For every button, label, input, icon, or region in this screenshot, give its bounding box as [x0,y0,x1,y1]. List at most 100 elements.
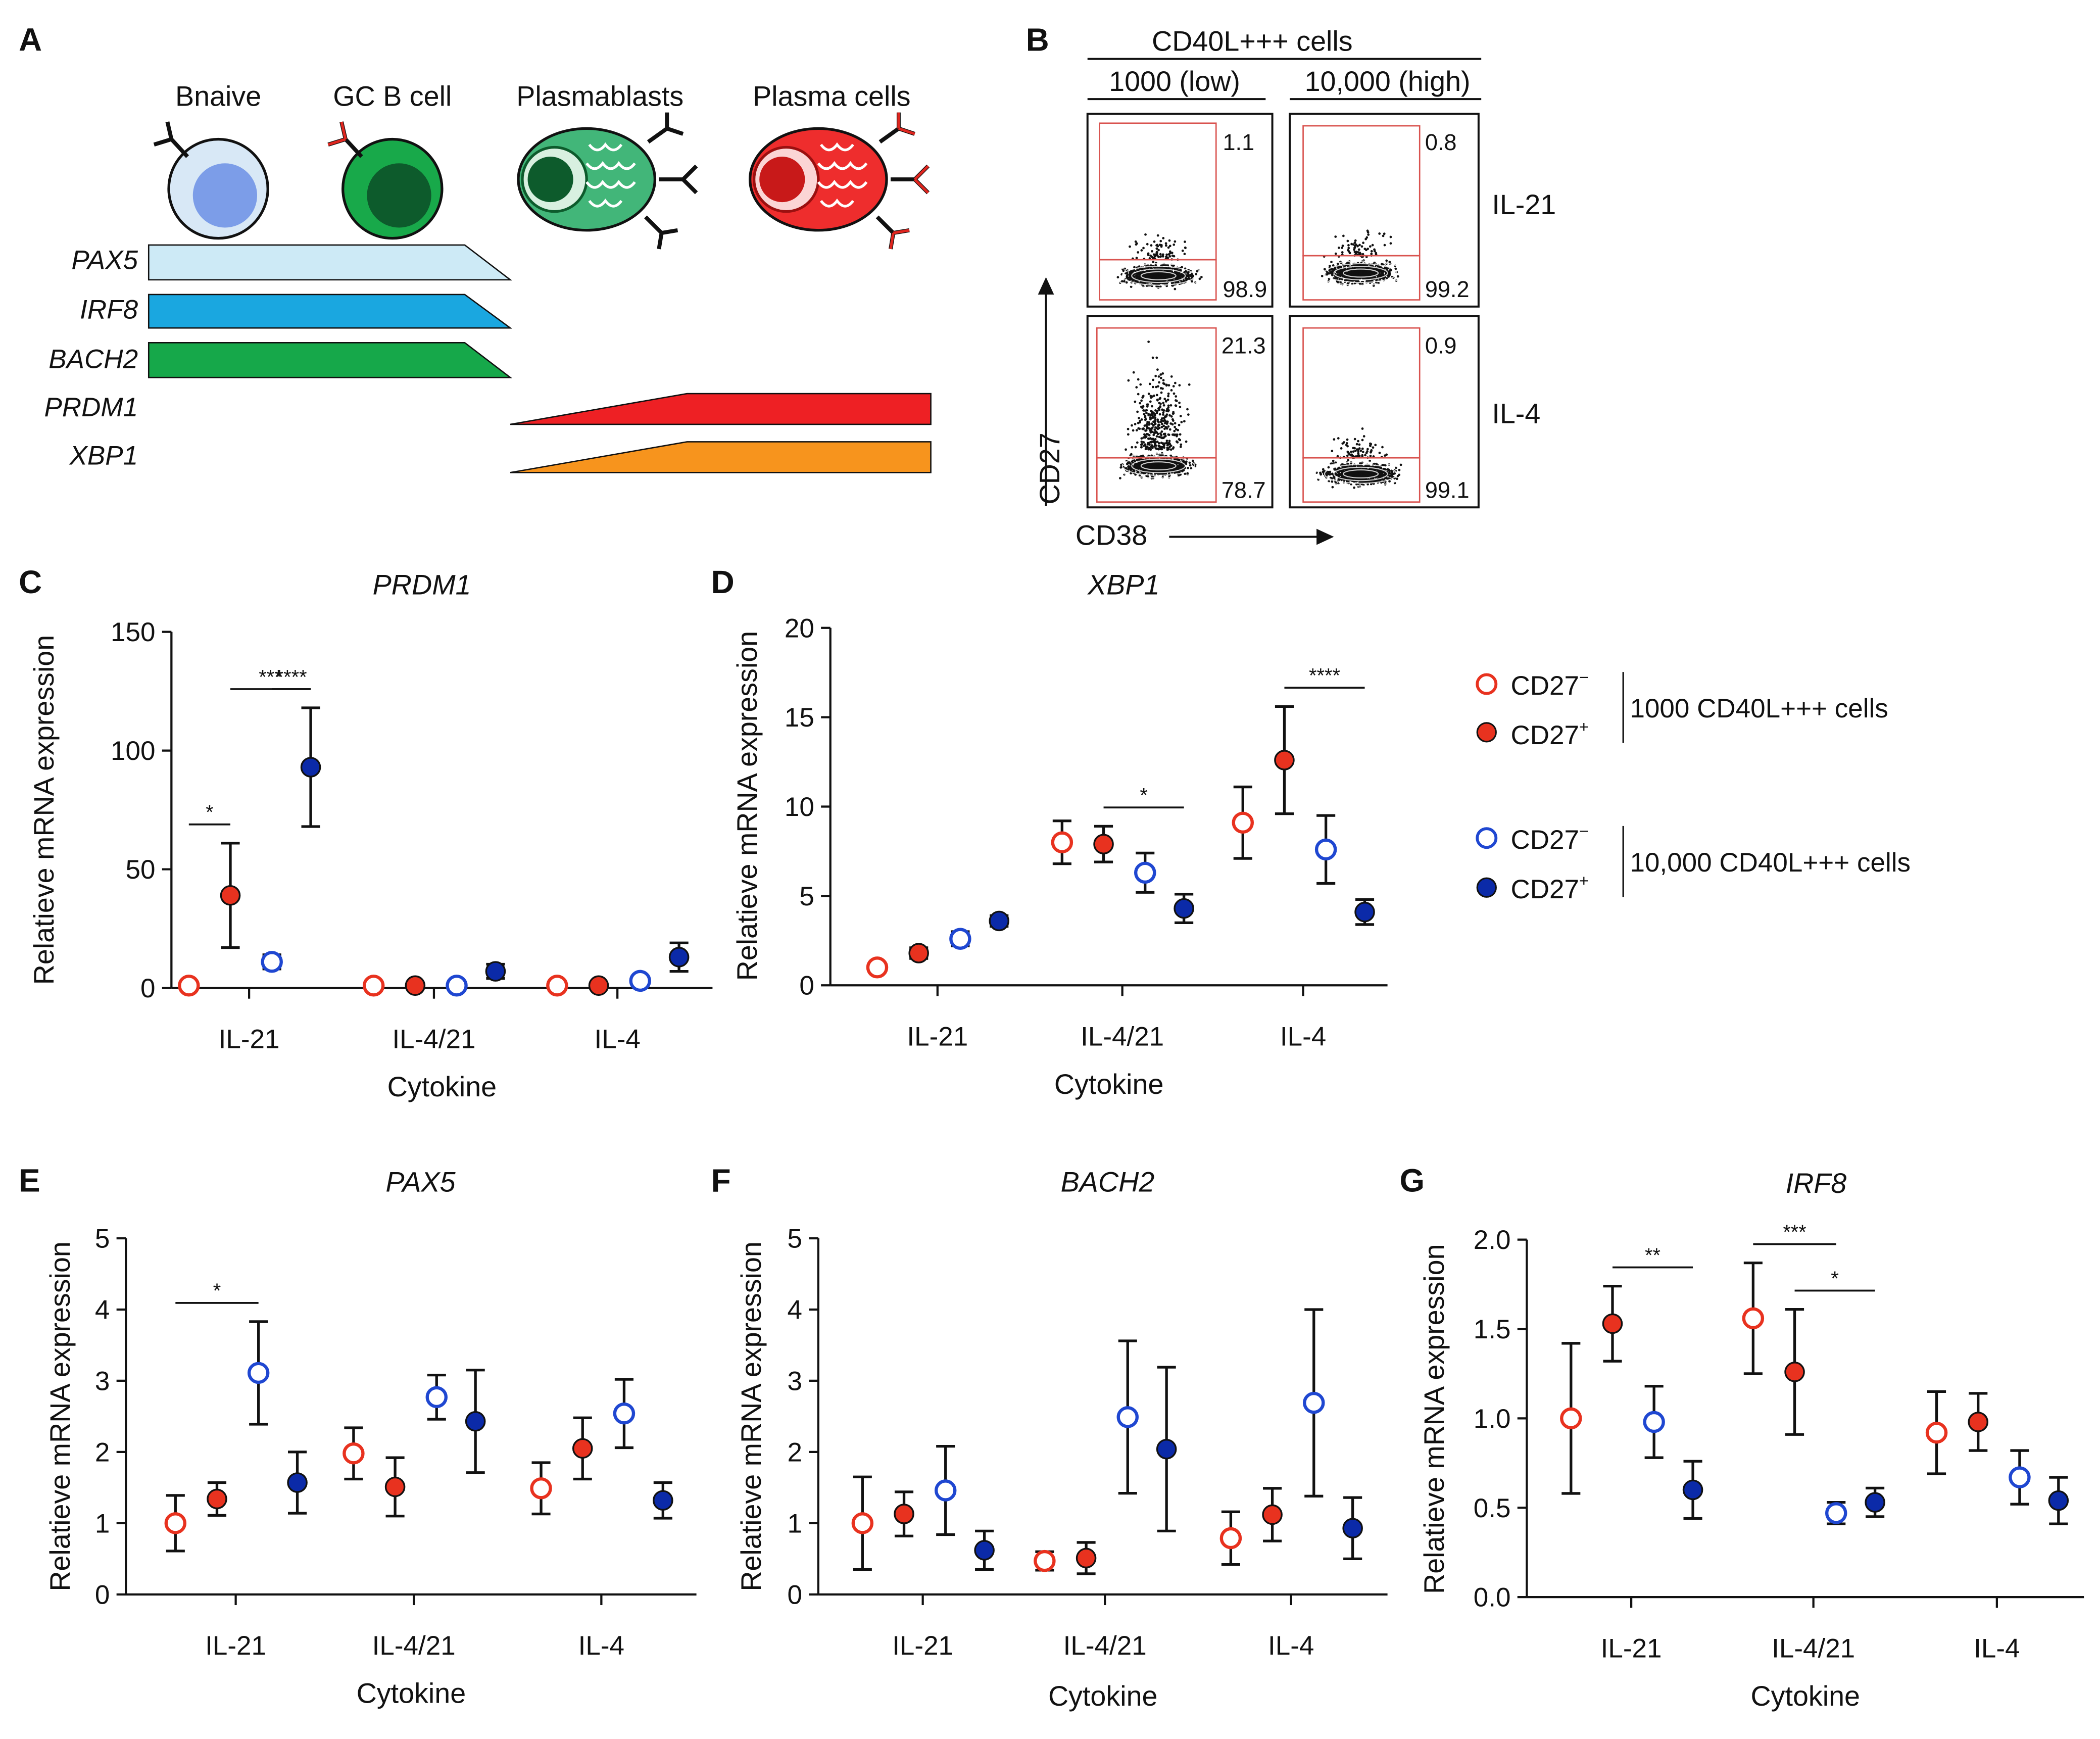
x-axis-label: Cytokine [387,1071,497,1102]
y-tick-label: 2 [788,1437,802,1467]
data-point [530,1477,552,1500]
data-point [934,1479,957,1502]
data-point [1076,1548,1097,1569]
x-axis-label: Cytokine [1750,1680,1860,1712]
cell-label-gc-b: GC B cell [333,80,452,112]
data-point [1219,1527,1242,1550]
x-tick-label: IL-21 [1601,1633,1662,1663]
y-tick-label: 15 [785,703,814,733]
chart-pax5: PAX5 0 1 2 3 4 5 IL-21 IL-4/21 IL-4 Cytokine Relati… [44,1166,697,1709]
gate-value-il4-high-top: 0.9 [1425,333,1457,359]
y-tick-label: 5 [788,1224,802,1254]
data-point [1682,1479,1703,1501]
y-axis-label: Relatieve mRNA expression [1419,1244,1450,1594]
significance-label: *** [259,666,282,688]
gate-value-il4-low-bottom: 78.7 [1222,477,1266,503]
data-point [287,1472,308,1493]
data-point [668,947,690,968]
panel-e: E PAX5 0 1 2 3 4 5 IL-21 IL-4/21 IL-4 Cytokine Rela… [19,1163,697,1709]
flow-dot-cloud-0 [1112,233,1205,291]
significance-label: **** [1309,665,1340,687]
panel-g-label: G [1399,1163,1424,1198]
gene-bar-pax5 [148,244,513,281]
y-tick-label: 0 [140,974,155,1003]
x-tick-label: IL-4/21 [372,1631,456,1661]
y-tick-label: 1.5 [1474,1315,1511,1344]
gate-bottom-il4-high [1302,457,1421,503]
legend-marker-cd27neg-high [1476,827,1498,849]
data-point [220,885,241,906]
cell-label-plasma-cells: Plasma cells [753,80,910,112]
gene-label-xbp1: XBP1 [69,441,138,470]
chart-title: PAX5 [385,1166,456,1197]
gate-value-il21-high-bottom: 99.2 [1425,276,1470,302]
data-point [613,1403,636,1425]
panel-d: D XBP1 0 5 10 15 20 IL-21 IL-4/21 IL-4 Cytokine Re… [711,564,1388,1100]
gene-label-bach2: BACH2 [48,345,138,374]
y-tick-label: 5 [799,882,814,911]
y-tick-label: 150 [111,617,155,647]
chart-prdm1: PRDM1 0 50 100 150 IL-21 IL-4/21 IL-4 Cytokine Re… [28,569,713,1102]
y-tick-label: 50 [126,855,156,885]
gate-value-il21-high-top: 0.8 [1425,129,1457,155]
panel-b: B CD40L+++ cells 1000 (low) 10,000 (high… [1026,22,1556,551]
data-point [851,1512,874,1534]
x-axis-label: Cytokine [357,1677,466,1709]
gate-value-il21-low-top: 1.1 [1223,129,1254,155]
data-point [894,1504,914,1524]
data-point [1602,1313,1623,1334]
x-tick-label: IL-21 [892,1631,953,1661]
data-point [178,975,200,997]
data-point [485,961,506,982]
flow-dot-cloud-2 [1112,341,1205,480]
panel-a-label: A [19,22,42,58]
data-point [989,910,1010,932]
cell-label-plasmablasts: Plasmablasts [516,80,683,112]
legend-marker-cd27pos-high [1476,877,1497,898]
gate-value-il21-low-bottom: 98.9 [1223,276,1267,302]
gate-bottom-il21-high [1302,255,1421,301]
panel-d-label: D [711,564,735,600]
row-label-il4: IL-4 [1492,398,1540,429]
data-point [1560,1407,1582,1430]
legend: CD27− CD27+ 1000 CD40L+++ cells CD27− CD… [1476,668,1911,904]
chart-title: PRDM1 [373,569,471,600]
data-point [384,1476,406,1498]
significance-label: **** [276,666,307,688]
data-point [261,951,283,973]
data-point [1968,1412,1989,1432]
gate-value-il4-low-top: 21.3 [1222,333,1266,359]
data-point [446,975,468,997]
data-point [465,1411,486,1432]
x-tick-label: IL-4 [578,1631,624,1661]
legend-group-high: 10,000 CD40L+++ cells [1630,848,1911,878]
gene-bar-xbp1 [510,441,932,473]
y-tick-label: 1.0 [1474,1404,1511,1434]
gate-value-il4-high-bottom: 99.1 [1425,477,1470,503]
y-tick-label: 0.0 [1474,1583,1511,1613]
gene-label-prdm1: PRDM1 [44,393,138,422]
data-point [343,1442,365,1465]
y-tick-label: 1 [95,1509,110,1538]
flow-plot-il4-low [1086,315,1274,509]
data-point [1354,901,1375,923]
column-label-low: 1000 (low) [1109,66,1240,97]
data-point [405,975,426,996]
data-point [1742,1307,1765,1330]
data-point [974,1540,995,1561]
data-point [247,1362,270,1384]
panel-f-label: F [711,1163,731,1198]
data-point [629,970,651,992]
data-point [1925,1421,1948,1444]
gene-label-irf8: IRF8 [80,295,138,325]
panel-c-label: C [19,564,42,600]
y-axis-label: Relatieve mRNA expression [736,1241,767,1591]
data-point [1303,1391,1325,1414]
x-tick-label: IL-4/21 [1081,1022,1164,1051]
y-tick-label: 100 [111,736,155,766]
significance-label: * [213,1280,221,1302]
data-point [1134,861,1156,884]
data-point [1174,898,1194,919]
flow-dot-cloud-3 [1314,427,1407,489]
x-axis-label: Cytokine [1054,1069,1164,1100]
